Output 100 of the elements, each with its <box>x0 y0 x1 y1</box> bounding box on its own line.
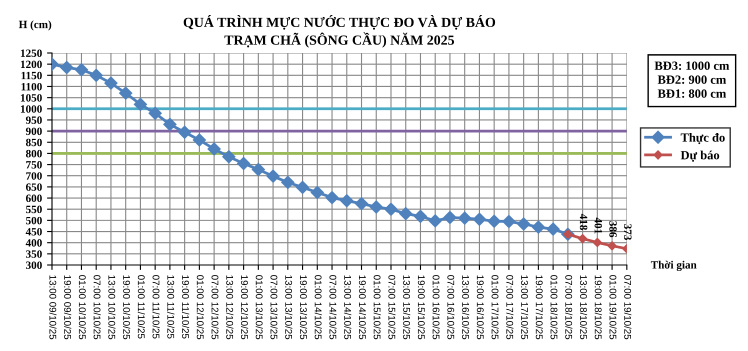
point <box>414 210 428 223</box>
point <box>134 98 148 111</box>
point <box>163 118 176 131</box>
point <box>370 200 383 214</box>
x-tick-label: 13:00 16/10/25 <box>462 275 470 340</box>
point <box>90 68 103 82</box>
x-tick-label: 07:00 18/10/25 <box>565 275 572 340</box>
x-tick-label: 19:00 09/10/25 <box>64 275 72 340</box>
y-tick-label: 800 <box>26 150 42 158</box>
x-tick-label: 19:00 15/10/25 <box>418 275 426 340</box>
x-tick-label: 19:00 11/10/25 <box>182 275 190 338</box>
x-tick-label: 13:00 15/10/25 <box>403 275 410 340</box>
x-tick-label: 19:00 14/10/25 <box>358 275 366 340</box>
text: BĐ3: 1000 cm <box>654 61 730 70</box>
y-tick-label: 850 <box>26 138 42 146</box>
point <box>208 142 221 156</box>
y-tick-label: 900 <box>26 128 42 136</box>
point <box>237 156 250 170</box>
x-tick-label: 13:00 17/10/25 <box>521 275 528 340</box>
point <box>104 76 118 90</box>
x-tick-label: 01:00 18/10/25 <box>550 275 558 340</box>
point <box>458 212 472 225</box>
x-tick-label: 07:00 10/10/25 <box>94 275 101 340</box>
y-tick-label: 700 <box>26 172 42 180</box>
point <box>222 150 236 164</box>
y-tick-label: 1100 <box>22 82 42 90</box>
x-tick-label: 19:00 13/10/25 <box>300 275 308 340</box>
y-tick-label: 1200 <box>20 60 42 68</box>
legend-label: Dự báo <box>680 150 720 162</box>
x-tick-label: 07:00 14/10/25 <box>329 275 337 340</box>
point <box>443 210 457 224</box>
data-label: 418 <box>580 214 588 230</box>
x-tick-label: 07:00 15/10/25 <box>388 275 396 340</box>
point <box>592 238 602 248</box>
point <box>60 60 74 74</box>
y-tick-label: 550 <box>26 206 42 214</box>
y-tick-label: 500 <box>26 216 42 224</box>
point <box>532 220 545 234</box>
point <box>488 214 501 228</box>
y-tick-label: 750 <box>26 161 42 169</box>
point <box>74 63 88 76</box>
point <box>607 241 617 250</box>
x-tick-label: 01:00 10/10/25 <box>78 275 86 340</box>
y-tick-label: 950 <box>26 116 42 124</box>
point <box>266 170 280 183</box>
y-tick-label: 450 <box>26 228 42 236</box>
point <box>546 222 560 236</box>
x-axis-title: Thời gian <box>650 260 697 271</box>
x-tick-label: 01:00 17/10/25 <box>492 275 499 340</box>
x-tick-label: 07:00 11/10/25 <box>152 275 160 338</box>
x-tick-label: 13:00 09/10/25 <box>49 275 57 340</box>
point <box>428 214 442 228</box>
point <box>281 176 294 190</box>
x-tick-label: 13:00 10/10/25 <box>108 275 116 340</box>
point <box>296 180 310 194</box>
x-tick-label: 13:00 14/10/25 <box>344 275 352 340</box>
point <box>502 214 516 228</box>
point <box>178 126 192 139</box>
data-label: 386 <box>609 221 617 238</box>
point <box>517 217 530 231</box>
point <box>325 191 339 204</box>
x-tick-label: 07:00 13/10/25 <box>270 275 278 340</box>
point <box>148 106 162 120</box>
x-tick-label: 19:00 17/10/25 <box>536 275 543 340</box>
y-tick-label: 400 <box>26 239 42 247</box>
point <box>192 133 206 147</box>
y-tick-label: 350 <box>26 250 42 258</box>
y-tick-label: 1000 <box>20 105 42 113</box>
point <box>340 194 354 208</box>
x-tick-label: 19:00 10/10/25 <box>123 275 130 340</box>
x-tick-label: 01:00 14/10/25 <box>314 275 322 340</box>
x-tick-label: 01:00 12/10/25 <box>196 275 204 340</box>
x-tick-label: 01:00 13/10/25 <box>256 275 263 340</box>
x-tick-label: 07:00 16/10/25 <box>447 275 454 340</box>
x-tick-label: 01:00 15/10/25 <box>374 275 381 340</box>
y-tick-label: 1050 <box>20 94 42 102</box>
point <box>119 86 132 100</box>
text: BĐ2: 900 cm <box>658 75 726 84</box>
x-tick-label: 07:00 17/10/25 <box>506 275 514 340</box>
point <box>399 207 412 220</box>
x-tick-label: 13:00 18/10/25 <box>580 275 588 340</box>
x-tick-label: 13:00 12/10/25 <box>226 275 234 340</box>
y-tick-label: 600 <box>26 194 42 202</box>
data-label: 373 <box>624 224 632 240</box>
x-tick-label: 19:00 16/10/25 <box>476 275 484 340</box>
y-tick-label: 650 <box>26 183 42 191</box>
data-label: 401 <box>594 218 602 234</box>
x-tick-label: 01:00 11/10/25 <box>138 275 145 338</box>
point <box>252 162 265 176</box>
x-tick-label: 13:00 11/10/25 <box>167 275 174 338</box>
x-tick-label: 19:00 12/10/25 <box>240 275 248 340</box>
x-tick-label: 07:00 12/10/25 <box>212 275 219 340</box>
point <box>310 186 324 200</box>
x-tick-label: 07:00 19/10/25 <box>624 275 632 340</box>
point <box>384 202 398 216</box>
y-tick-label: 1250 <box>20 49 42 57</box>
legend-label: Thực đo <box>680 132 725 144</box>
y-axis-title: H (cm) <box>18 20 52 30</box>
x-tick-label: 13:00 13/10/25 <box>285 275 292 340</box>
x-tick-label: 19:00 18/10/25 <box>594 275 602 340</box>
